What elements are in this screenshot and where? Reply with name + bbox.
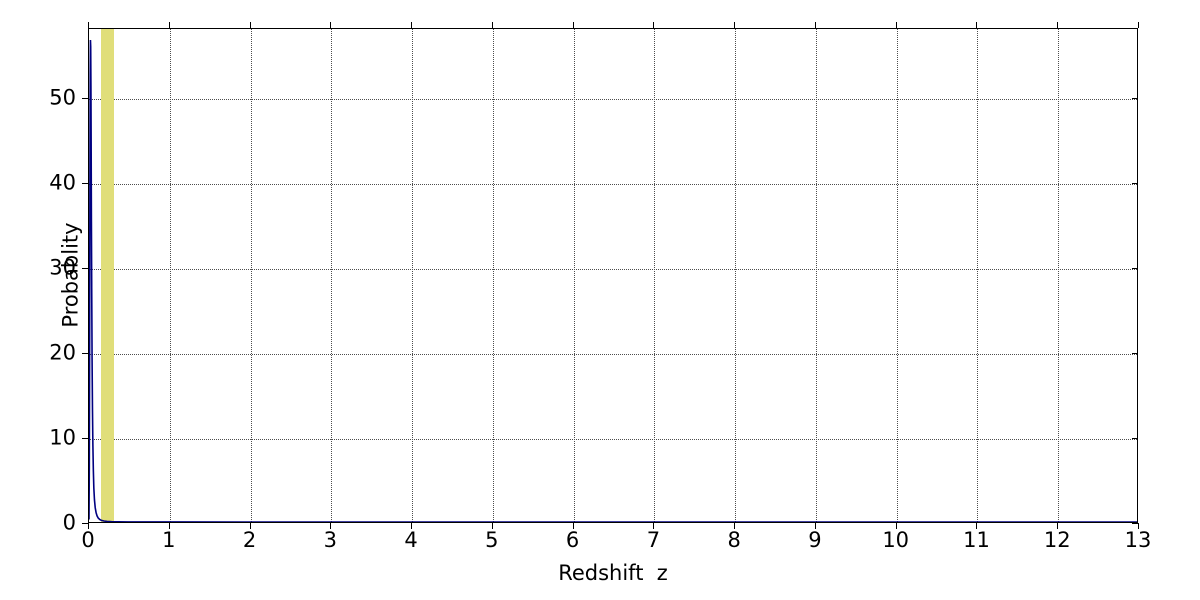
x-axis-tick-label: 12 (1043, 528, 1071, 552)
x-axis-tick-label: 8 (727, 528, 741, 552)
x-axis-tick-top (976, 22, 978, 28)
y-axis-tick (82, 353, 88, 355)
x-axis-tick-label: 10 (882, 528, 910, 552)
x-axis-tick-label: 13 (1124, 528, 1152, 552)
x-axis-tick-label: 4 (404, 528, 418, 552)
x-axis-tick (653, 523, 655, 529)
x-axis-tick-top (249, 22, 251, 28)
x-axis-tick-top (168, 22, 170, 28)
x-axis-tick (491, 523, 493, 529)
x-axis-tick-top (572, 22, 574, 28)
x-axis-tick-label: 0 (81, 528, 95, 552)
gridline-vertical (654, 29, 656, 522)
x-axis-tick-top (330, 22, 332, 28)
y-axis-tick-right (1132, 438, 1138, 440)
y-axis-tick (82, 523, 88, 524)
gridline-vertical (735, 29, 737, 522)
x-axis-tick-top (1057, 22, 1059, 28)
x-axis-tick (411, 523, 413, 529)
y-axis-tick-label: 50 (49, 85, 76, 110)
gridline-horizontal (89, 354, 1137, 356)
y-axis-tick (82, 183, 88, 185)
x-axis-label: Redshift z (558, 561, 668, 585)
y-axis-tick-right (1132, 523, 1138, 524)
y-axis-tick (82, 98, 88, 100)
y-axis-tick-label: 20 (49, 340, 76, 365)
x-axis-tick-top (653, 22, 655, 28)
y-axis-tick-label: 0 (62, 510, 76, 535)
gridline-vertical (250, 29, 252, 522)
x-axis-tick-label: 7 (646, 528, 661, 552)
x-axis-tick-top (814, 22, 816, 28)
y-axis-tick-label: 10 (49, 425, 76, 450)
plot-area (88, 28, 1138, 523)
y-axis-tick-label: 30 (49, 255, 76, 280)
x-axis-tick (976, 523, 978, 529)
y-axis-tick-right (1132, 183, 1138, 185)
x-axis-tick-label: 9 (808, 528, 822, 552)
redshift-confidence-band (100, 29, 115, 522)
gridline-horizontal (89, 184, 1137, 186)
x-axis-tick (572, 523, 574, 529)
gridline-vertical (977, 29, 979, 522)
gridline-horizontal (89, 439, 1137, 441)
gridline-vertical (169, 29, 171, 522)
y-axis-tick (82, 268, 88, 270)
x-axis-tick (1138, 523, 1139, 529)
gridline-vertical (492, 29, 494, 522)
y-axis-tick-right (1132, 98, 1138, 100)
y-axis-label-wrapper: Probablity (8, 0, 83, 551)
x-axis-tick-label: 2 (242, 528, 257, 552)
x-axis-tick (734, 523, 736, 529)
gridline-vertical (573, 29, 575, 522)
x-axis-tick-label: 1 (162, 528, 176, 552)
gridline-horizontal (89, 269, 1137, 271)
gridline-vertical (412, 29, 414, 522)
x-axis-tick-top (491, 22, 493, 28)
probability-density-curve (89, 29, 1137, 522)
x-axis-tick (249, 523, 251, 529)
x-axis-tick-label: 6 (565, 528, 580, 552)
y-axis-tick-right (1132, 353, 1138, 355)
y-axis-tick (82, 438, 88, 440)
x-axis-tick (814, 523, 816, 529)
x-axis-tick (168, 523, 170, 529)
x-axis-tick-top (88, 22, 89, 28)
x-axis-tick-top (895, 22, 897, 28)
x-axis-tick-top (411, 22, 413, 28)
x-axis-tick (330, 523, 332, 529)
x-axis-tick-top (734, 22, 736, 28)
gridline-vertical (896, 29, 898, 522)
gridline-vertical (331, 29, 333, 522)
x-axis-tick-label: 11 (963, 528, 990, 552)
x-axis-tick-label: 5 (485, 528, 499, 552)
x-axis-tick-top (1138, 22, 1139, 28)
y-axis-tick-right (1132, 268, 1138, 270)
x-axis-tick-label: 3 (323, 528, 337, 552)
y-axis-label: Probablity (58, 222, 83, 328)
x-axis-tick (1057, 523, 1059, 529)
y-axis-tick-label: 40 (49, 170, 76, 195)
gridline-vertical (1058, 29, 1060, 522)
x-axis-tick (88, 523, 89, 529)
gridline-horizontal (89, 99, 1137, 101)
gridline-vertical (815, 29, 817, 522)
x-axis-tick (895, 523, 897, 529)
